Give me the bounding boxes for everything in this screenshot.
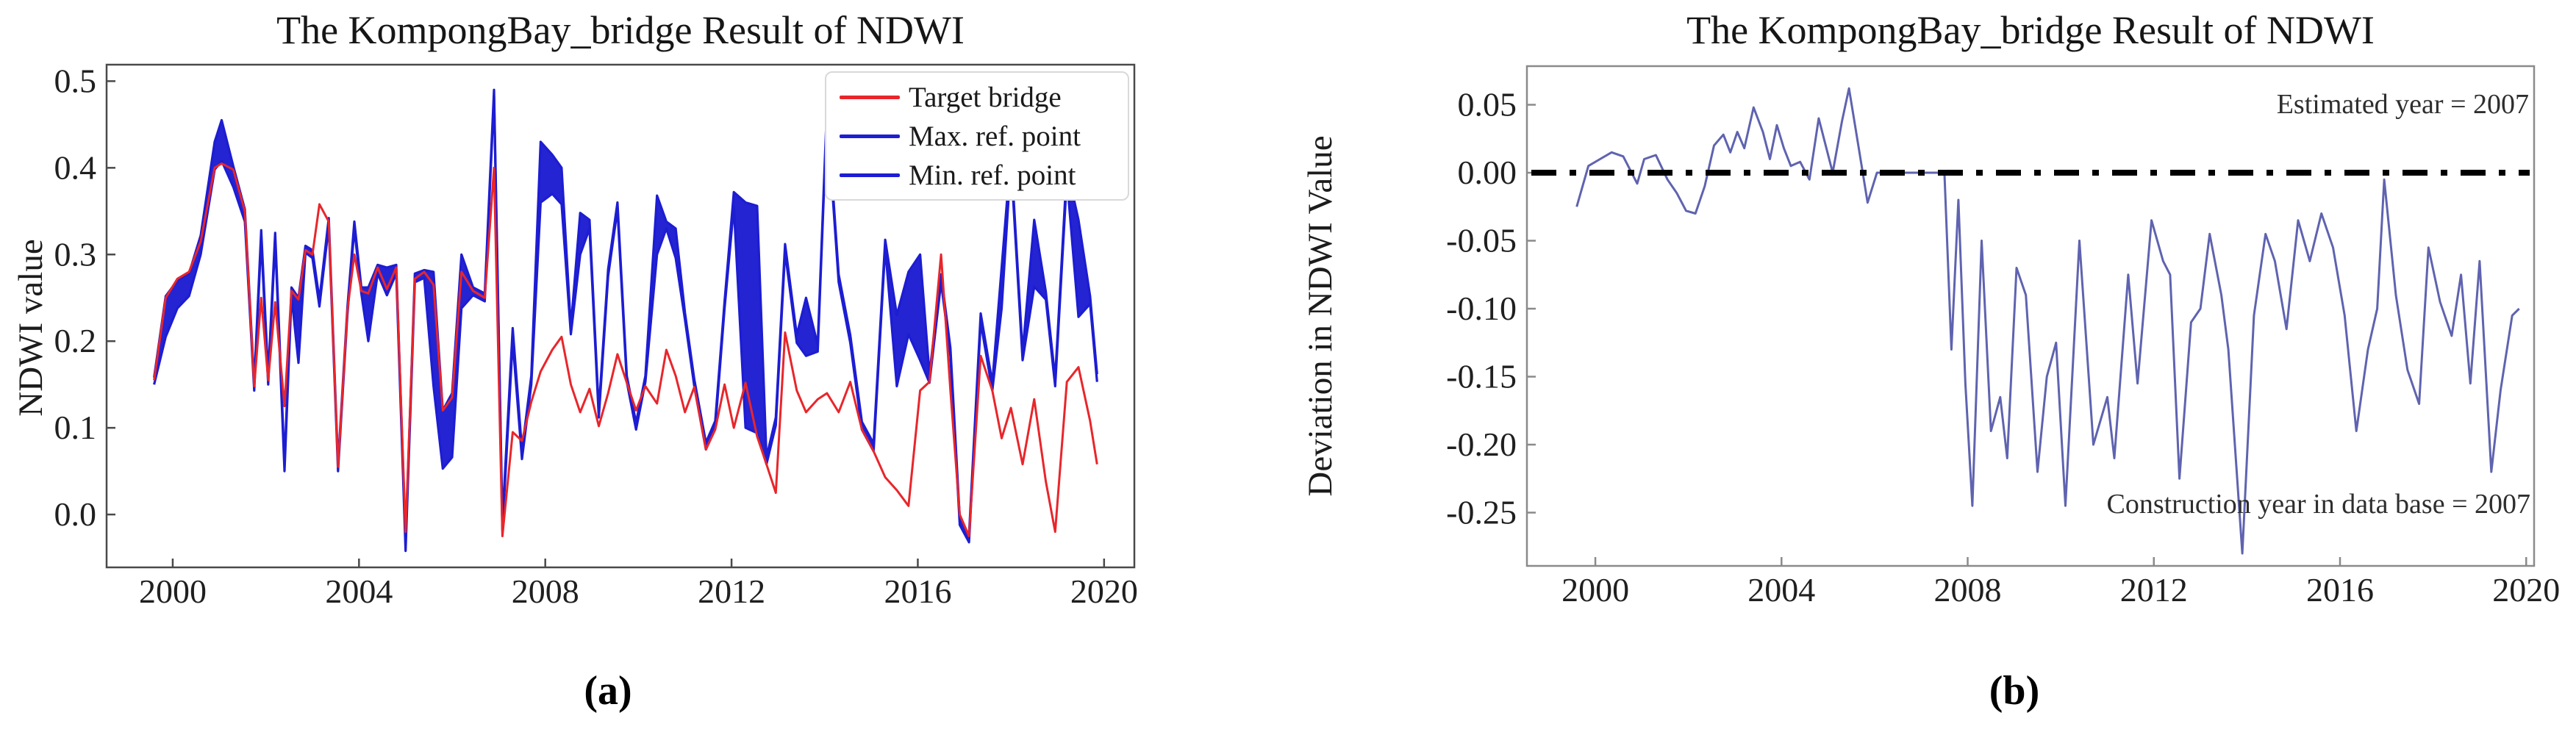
estimated-year-annotation: Estimated year = 2007 (2276, 89, 2529, 120)
legend-label: Max. ref. point (909, 120, 1081, 152)
svg-text:0.4: 0.4 (54, 148, 97, 186)
construction-year-annotation: Construction year in data base = 2007 (2106, 489, 2530, 520)
svg-text:-0.10: -0.10 (1446, 290, 1517, 327)
svg-text:2012: 2012 (2120, 571, 2188, 609)
svg-text:2008: 2008 (1934, 571, 2002, 609)
chart-a-plot-area: 2000 2004 2008 2012 2016 2020 0.0 0.1 0.2 0.3 0.4 0… (54, 62, 1138, 610)
svg-text:-0.15: -0.15 (1446, 358, 1517, 395)
legend-label: Min. ref. point (909, 159, 1076, 191)
svg-text:0.2: 0.2 (54, 322, 97, 359)
svg-text:0.0: 0.0 (54, 495, 97, 533)
chart-b-title: The KompongBay_bridge Result of NDWI (1686, 8, 2375, 52)
svg-text:2008: 2008 (512, 573, 579, 610)
caption-a: (a) (584, 668, 632, 714)
legend-item-target-bridge: Target bridge (826, 78, 1128, 117)
svg-text:2004: 2004 (325, 573, 393, 610)
svg-text:2000: 2000 (139, 573, 207, 610)
svg-text:0.5: 0.5 (54, 62, 97, 99)
svg-text:2020: 2020 (2492, 571, 2560, 609)
svg-text:0.05: 0.05 (1458, 86, 1517, 123)
blue-line-swatch-icon (840, 173, 900, 177)
chart-a-title: The KompongBay_bridge Result of NDWI (276, 8, 965, 52)
caption-b: (b) (1989, 668, 2040, 714)
svg-text:-0.25: -0.25 (1446, 493, 1517, 531)
svg-text:-0.05: -0.05 (1446, 222, 1517, 259)
svg-text:2000: 2000 (1561, 571, 1629, 609)
legend-item-max-ref-point: Max. ref. point (826, 117, 1128, 156)
svg-text:2004: 2004 (1747, 571, 1815, 609)
svg-text:2016: 2016 (2306, 571, 2374, 609)
svg-text:0.00: 0.00 (1458, 154, 1517, 191)
chart-b-plot-area: 2000 2004 2008 2012 2016 2020 0.05 0.00 -0.05 -0.… (1446, 65, 2560, 609)
red-line-swatch-icon (840, 95, 900, 99)
svg-text:2020: 2020 (1070, 573, 1138, 610)
panel-a: The KompongBay_bridge Result of NDWI NDW… (12, 8, 1138, 714)
chart-a-legend: Target bridge Max. ref. point Min. ref. … (825, 71, 1129, 201)
svg-text:2012: 2012 (698, 573, 765, 610)
legend-label: Target bridge (909, 81, 1062, 113)
legend-item-min-ref-point: Min. ref. point (826, 156, 1128, 195)
svg-text:0.1: 0.1 (54, 409, 97, 446)
svg-text:-0.20: -0.20 (1446, 426, 1517, 463)
svg-text:2016: 2016 (884, 573, 951, 610)
blue-line-swatch-icon (840, 134, 900, 138)
svg-text:0.3: 0.3 (54, 235, 97, 273)
panel-b: The KompongBay_bridge Result of NDWI Dev… (1288, 0, 2576, 732)
